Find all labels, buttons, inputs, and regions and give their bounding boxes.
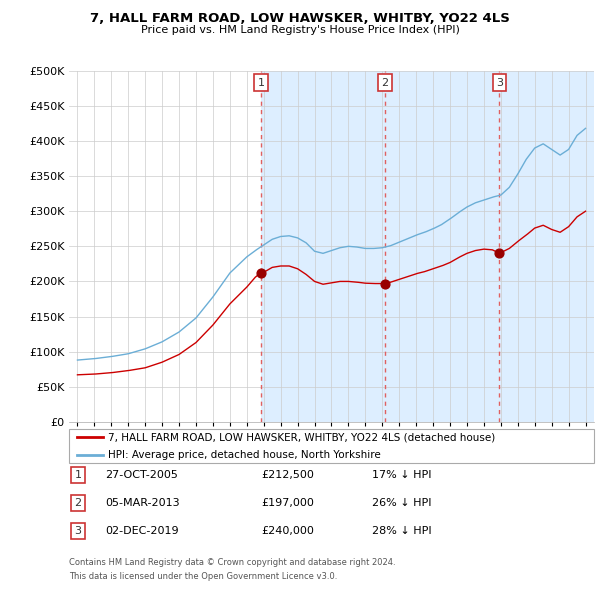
Text: 3: 3 [74, 526, 82, 536]
Text: 17% ↓ HPI: 17% ↓ HPI [372, 470, 431, 480]
Text: Contains HM Land Registry data © Crown copyright and database right 2024.: Contains HM Land Registry data © Crown c… [69, 558, 395, 567]
Text: 05-MAR-2013: 05-MAR-2013 [105, 498, 179, 507]
Text: 26% ↓ HPI: 26% ↓ HPI [372, 498, 431, 507]
Text: 1: 1 [74, 470, 82, 480]
Text: Price paid vs. HM Land Registry's House Price Index (HPI): Price paid vs. HM Land Registry's House … [140, 25, 460, 35]
Text: 7, HALL FARM ROAD, LOW HAWSKER, WHITBY, YO22 4LS (detached house): 7, HALL FARM ROAD, LOW HAWSKER, WHITBY, … [109, 432, 496, 442]
Text: 7, HALL FARM ROAD, LOW HAWSKER, WHITBY, YO22 4LS: 7, HALL FARM ROAD, LOW HAWSKER, WHITBY, … [90, 12, 510, 25]
Text: £197,000: £197,000 [261, 498, 314, 507]
Text: 02-DEC-2019: 02-DEC-2019 [105, 526, 179, 536]
Point [380, 279, 390, 289]
Text: 2: 2 [382, 78, 389, 88]
Text: 1: 1 [257, 78, 265, 88]
Point [494, 248, 504, 258]
Text: This data is licensed under the Open Government Licence v3.0.: This data is licensed under the Open Gov… [69, 572, 337, 581]
Text: 3: 3 [496, 78, 503, 88]
Text: HPI: Average price, detached house, North Yorkshire: HPI: Average price, detached house, Nort… [109, 450, 381, 460]
Point [256, 268, 266, 277]
Text: 28% ↓ HPI: 28% ↓ HPI [372, 526, 431, 536]
Text: £212,500: £212,500 [261, 470, 314, 480]
Bar [261, 71, 594, 422]
Text: 2: 2 [74, 498, 82, 507]
Text: £240,000: £240,000 [261, 526, 314, 536]
Text: 27-OCT-2005: 27-OCT-2005 [105, 470, 178, 480]
